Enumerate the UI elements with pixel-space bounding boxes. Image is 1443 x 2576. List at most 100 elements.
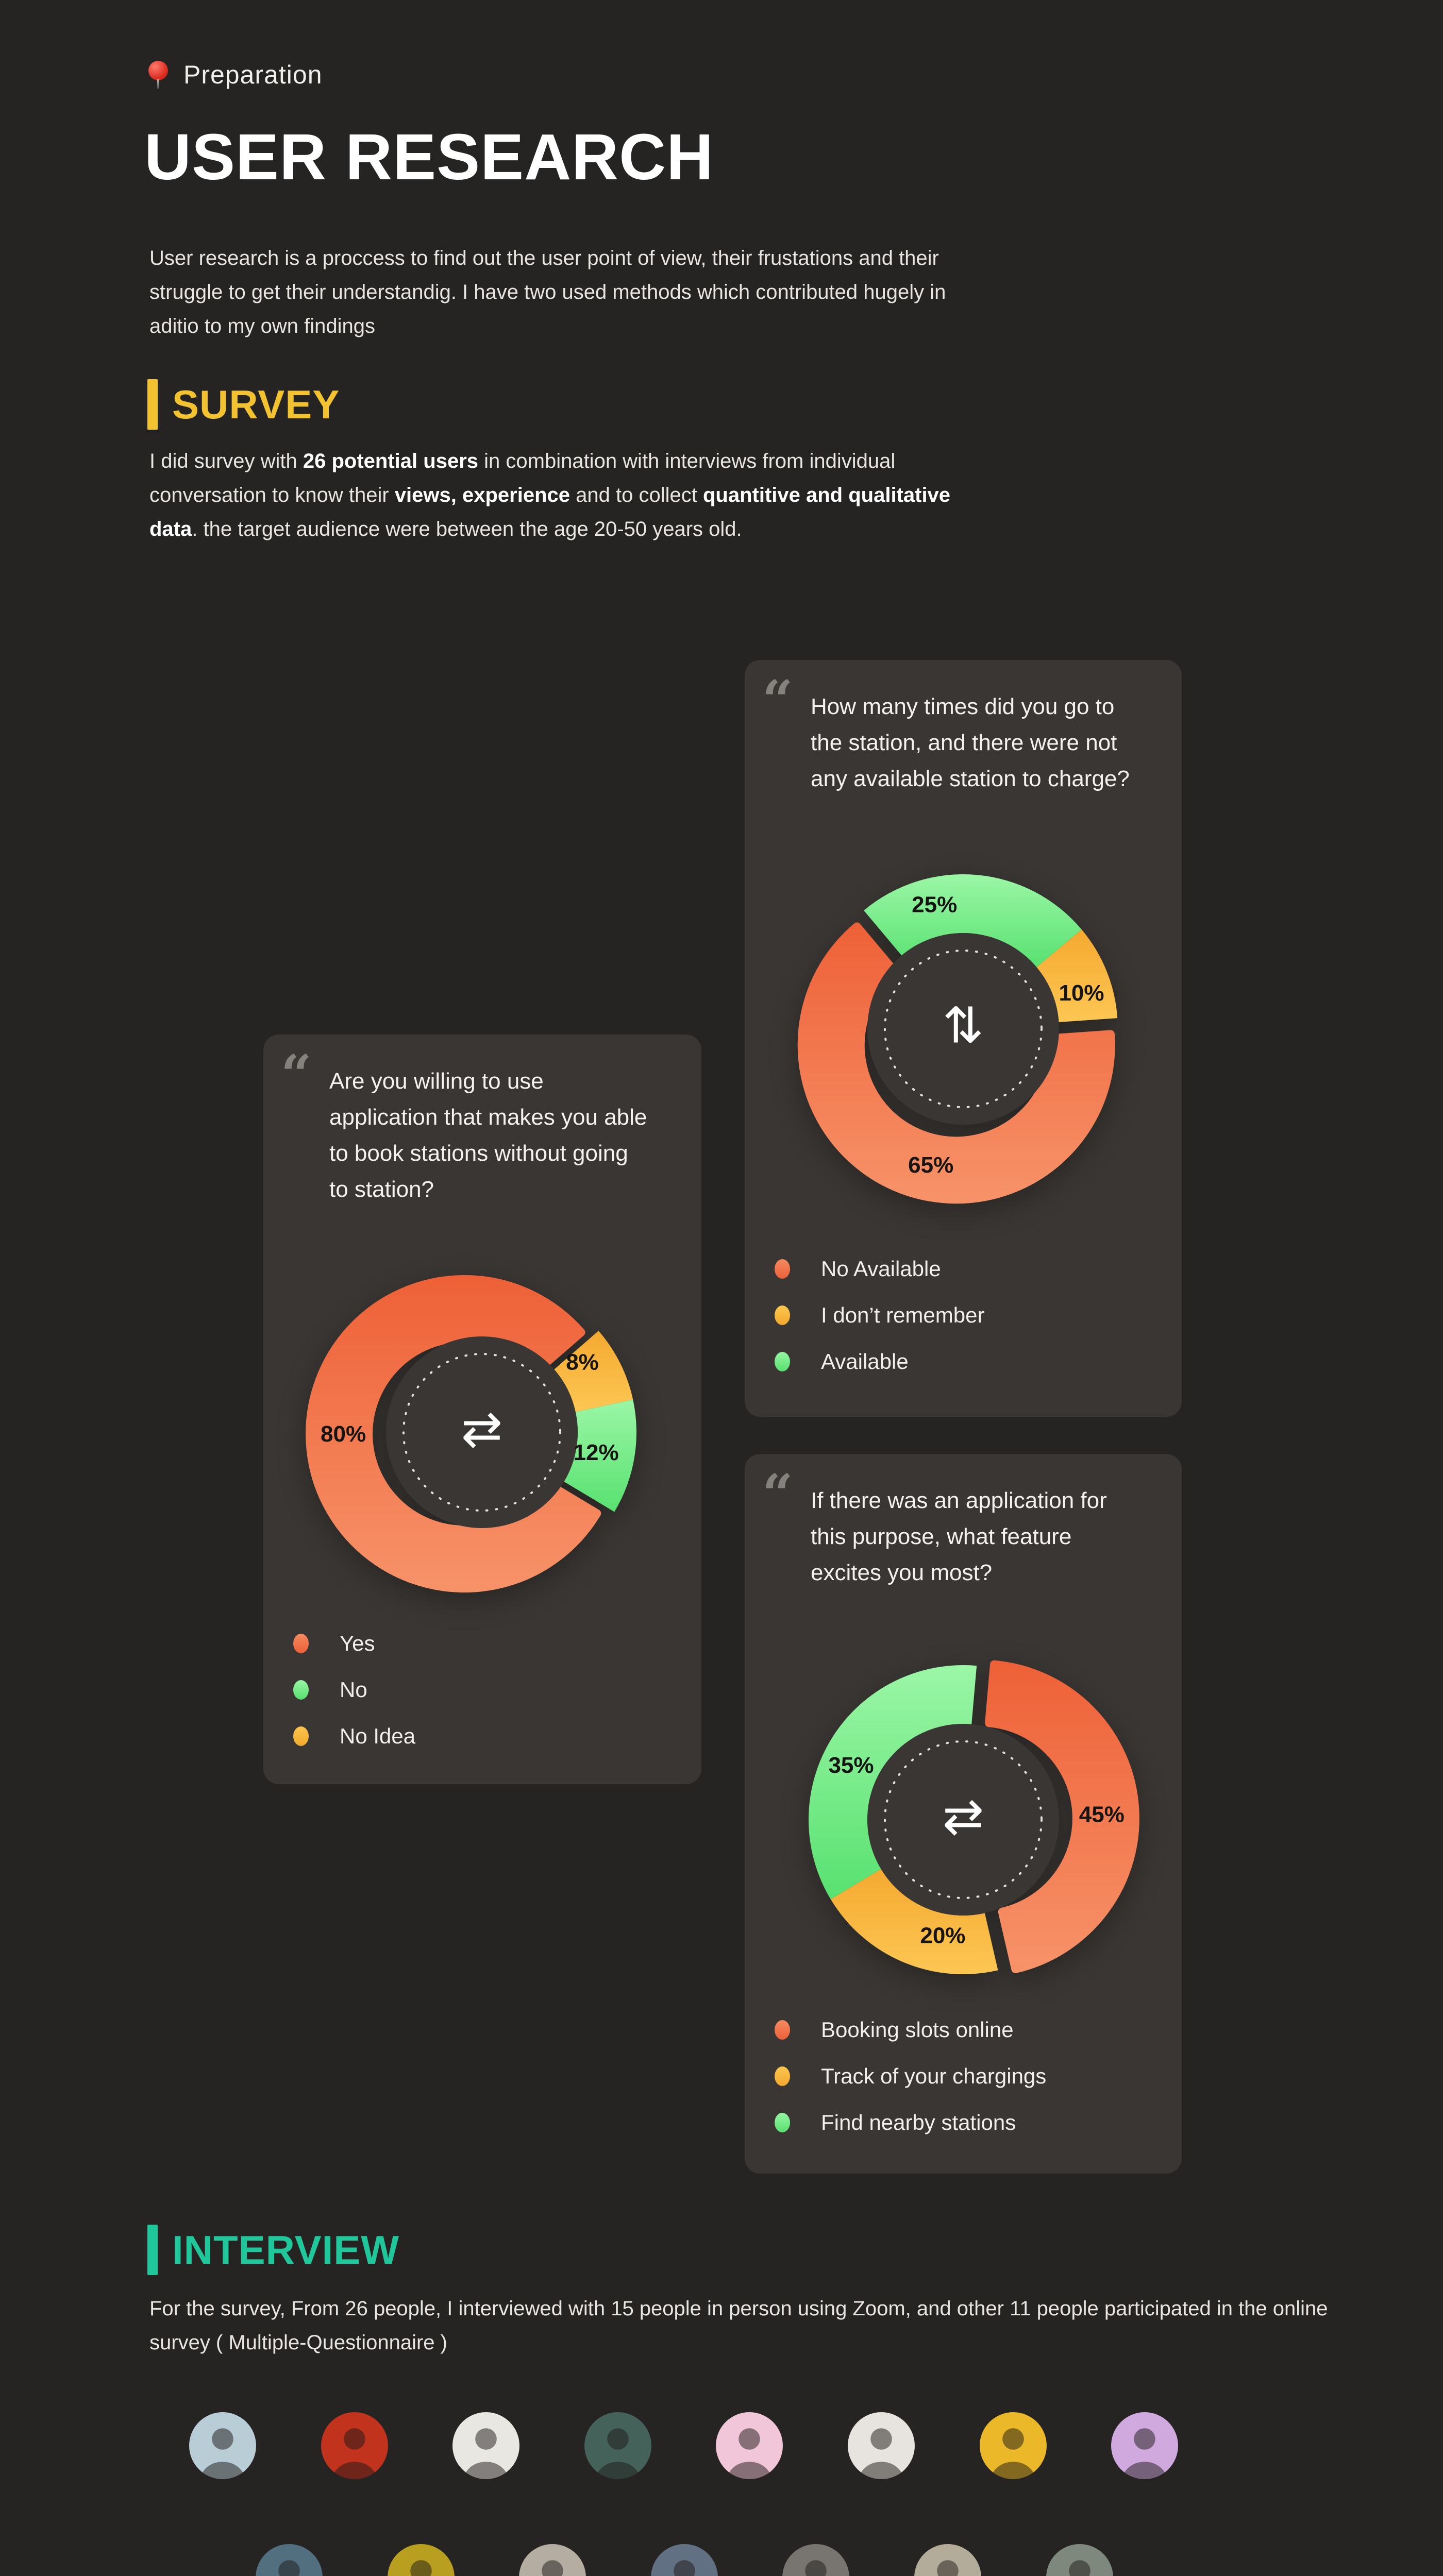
donut-slice-no-idea xyxy=(554,1331,633,1412)
legend-dot-yellow xyxy=(293,1726,309,1746)
legend-item: No Available xyxy=(775,1257,984,1281)
interviewee-avatar xyxy=(1111,2412,1179,2479)
legend-dot-yellow xyxy=(775,1306,790,1325)
page-title: USER RESEARCH xyxy=(144,121,714,193)
card-question: Are you willing to use application that … xyxy=(329,1069,647,1202)
person-silhouette-icon xyxy=(1122,2428,1167,2479)
survey-paragraph-segment: and to collect xyxy=(570,484,703,506)
pushpin-icon xyxy=(147,60,170,90)
person-silhouette-icon xyxy=(990,2428,1036,2479)
legend-label: Booking slots online xyxy=(821,2018,1014,2042)
quote-icon: “ xyxy=(281,1043,312,1106)
donut-slice-find-nearby-stations xyxy=(808,1665,977,1900)
legend-dot-green xyxy=(293,1680,309,1700)
dotted-ring xyxy=(884,950,1043,1108)
survey-card-availability: “ How many times did you go to the statio… xyxy=(745,660,1182,1417)
swap-horizontal-icon: ⇄ xyxy=(461,1400,503,1458)
donut-slice-available xyxy=(864,874,1082,968)
donut-slice-i-don’t-remember xyxy=(1036,929,1118,1023)
percent-label: 65% xyxy=(908,1153,953,1178)
legend-dot-yellow xyxy=(775,2066,790,2086)
interviewee-avatar xyxy=(914,2544,981,2576)
interviewee-avatar xyxy=(782,2544,850,2576)
legend-dot-green xyxy=(775,2113,790,2132)
dotted-ring xyxy=(884,1740,1043,1899)
legend-item: No Idea xyxy=(293,1724,416,1748)
legend-label: Find nearby stations xyxy=(821,2110,1016,2134)
person-silhouette-icon xyxy=(200,2428,245,2479)
survey-paragraph-segment: quantitive and qualitative data xyxy=(149,484,951,540)
interview-heading: INTERVIEW xyxy=(172,2227,399,2273)
person-silhouette-icon xyxy=(595,2428,641,2479)
interviewee-avatar xyxy=(387,2544,455,2576)
donut-center xyxy=(867,933,1059,1125)
legend-item: No xyxy=(293,1677,415,1702)
legend-item: Booking slots online xyxy=(775,2018,1046,2042)
donut-center xyxy=(386,1336,578,1528)
legend-item: I don’t remember xyxy=(775,1303,985,1327)
interviewee-avatar xyxy=(848,2412,915,2479)
person-silhouette-icon xyxy=(278,2560,300,2576)
survey-accent-bar xyxy=(147,379,158,430)
person-silhouette-icon xyxy=(937,2560,959,2576)
quote-icon: “ xyxy=(762,1462,793,1526)
swap-vertical-icon: ⇅ xyxy=(942,996,984,1055)
interviewee-avatar xyxy=(256,2544,323,2576)
legend: Yes No No Idea xyxy=(293,1631,416,1748)
percent-label: 25% xyxy=(912,892,957,917)
interview-paragraph: For the survey, From 26 people, I interv… xyxy=(149,2297,1328,2354)
survey-card-booking-willingness: “ Are you willing to use application that… xyxy=(263,1035,701,1784)
donut-slice-track-of-your-chargings xyxy=(830,1869,998,1974)
person-silhouette-icon xyxy=(859,2428,904,2479)
person-silhouette-icon xyxy=(410,2560,432,2576)
survey-paragraph-segment: . the target audience were between the a… xyxy=(192,518,742,540)
person-silhouette-icon xyxy=(463,2428,509,2479)
legend-item: Track of your chargings xyxy=(775,2064,1047,2088)
card-question: If there was an application for this pur… xyxy=(811,1488,1107,1585)
legend-label: Track of your chargings xyxy=(821,2064,1047,2088)
survey-paragraph-segment: 26 potential users xyxy=(303,450,479,472)
person-silhouette-icon xyxy=(727,2428,773,2479)
donut-center xyxy=(867,1724,1059,1916)
interviewee-avatar xyxy=(650,2544,718,2576)
person-silhouette-icon xyxy=(542,2560,563,2576)
intro-paragraph: User research is a proccess to find out … xyxy=(149,247,946,337)
legend-item: Available xyxy=(775,1349,984,1374)
donut-chart: 8% 12% 80% ⇄ xyxy=(286,1236,678,1628)
swap-horizontal-icon: ⇄ xyxy=(942,1787,984,1845)
donut-slice-no-available xyxy=(797,922,1115,1204)
survey-paragraph: I did survey with 26 potential users in … xyxy=(149,444,995,546)
percent-label: 35% xyxy=(828,1753,874,1778)
interviewee-avatar xyxy=(189,2412,256,2479)
person-silhouette-icon xyxy=(1068,2560,1090,2576)
person-silhouette-icon xyxy=(805,2560,827,2576)
percent-label: 8% xyxy=(566,1350,599,1375)
eyebrow: Preparation xyxy=(147,60,323,90)
legend-dot-green xyxy=(775,1352,790,1371)
percent-label: 45% xyxy=(1079,1802,1125,1827)
legend: Booking slots online Track of your chargi… xyxy=(775,2018,1047,2134)
survey-paragraph-segment: I did survey with xyxy=(149,450,303,472)
percent-label: 10% xyxy=(1059,980,1104,1006)
donut-slice-no xyxy=(564,1399,636,1512)
interviewee-avatar xyxy=(979,2412,1047,2479)
donut-chart: 25% 10% 65% ⇅ xyxy=(767,833,1159,1225)
legend-label: No Available xyxy=(821,1257,941,1281)
interviewee-avatar xyxy=(519,2544,586,2576)
legend-label: No xyxy=(340,1677,367,1702)
survey-heading: SURVEY xyxy=(172,381,340,427)
person-silhouette-icon xyxy=(674,2560,695,2576)
survey-section-heading: SURVEY xyxy=(147,379,340,430)
percent-label: 20% xyxy=(920,1923,965,1948)
donut-chart: 45% 20% 35% ⇄ xyxy=(767,1624,1159,2015)
interviewee-avatar xyxy=(1046,2544,1113,2576)
legend-label: Yes xyxy=(340,1631,375,1655)
legend-label: I don’t remember xyxy=(821,1303,985,1327)
interviewee-avatar xyxy=(716,2412,783,2479)
legend-label: No Idea xyxy=(340,1724,416,1748)
quote-icon: “ xyxy=(762,668,793,732)
legend-item: Yes xyxy=(293,1631,415,1655)
percent-label: 12% xyxy=(574,1440,619,1465)
interviewee-avatar xyxy=(452,2412,520,2479)
interviewee-avatar xyxy=(584,2412,651,2479)
